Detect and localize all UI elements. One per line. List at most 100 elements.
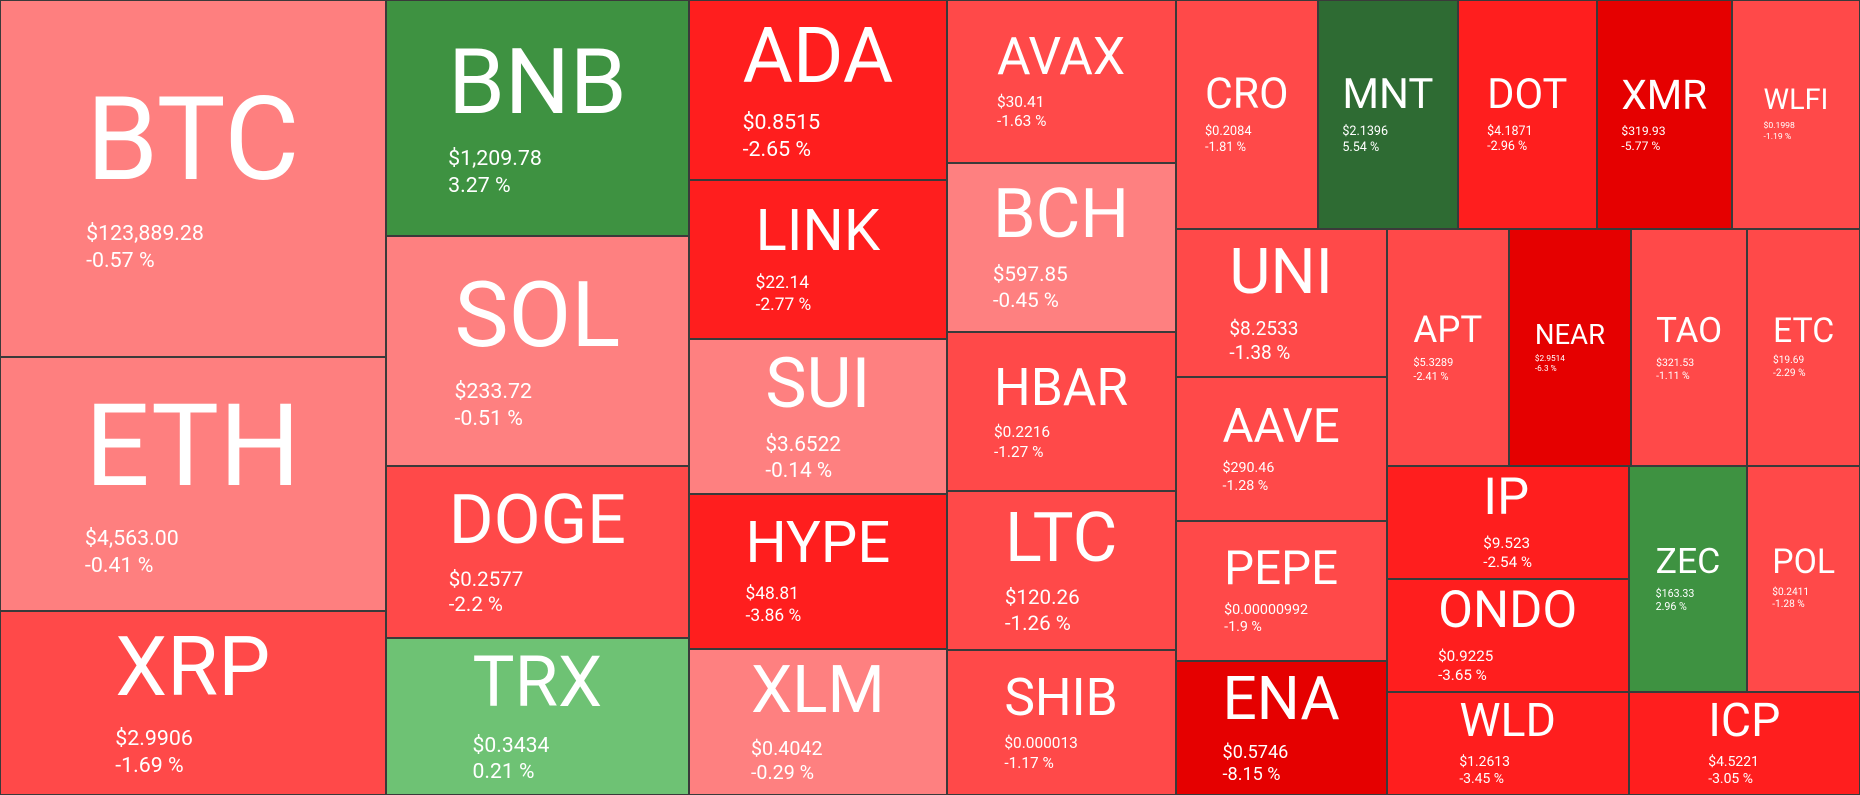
coin-tile[interactable]: POL $0.2411 -1.28 % <box>1747 466 1860 692</box>
coin-price: $321.53 <box>1656 355 1695 369</box>
coin-tile[interactable]: SHIB $0.000013 -1.17 % <box>946 650 1176 795</box>
coin-tile[interactable]: SOL $233.72 -0.51 % <box>385 236 690 467</box>
coin-symbol: XMR <box>1621 70 1708 119</box>
coin-price: $22.14 <box>755 272 809 293</box>
tile-content: CRO $0.2084 -1.81 % <box>1205 73 1288 156</box>
tile-content: MNT $2.1396 5.54 % <box>1342 73 1433 156</box>
coin-tile[interactable]: BTC $123,889.28 -0.57 % <box>0 0 386 358</box>
coin-symbol: SHIB <box>1004 667 1118 729</box>
coin-price: $0.2577 <box>448 567 524 592</box>
coin-tile[interactable]: APT $5.3289 -2.41 % <box>1386 229 1509 467</box>
coin-tile[interactable]: DOGE $0.2577 -2.2 % <box>385 466 690 639</box>
coin-symbol: ICP <box>1708 694 1781 749</box>
coin-symbol: BTC <box>86 72 300 208</box>
coin-change: 5.54 % <box>1342 139 1380 155</box>
tile-content: NEAR $2.9514 -6.3 % <box>1534 317 1605 375</box>
coin-price: $290.46 <box>1222 459 1275 476</box>
coin-tile[interactable]: ADA $0.8515 -2.65 % <box>689 0 947 181</box>
coin-price: $48.81 <box>745 584 799 605</box>
coin-price: $4.1871 <box>1487 123 1533 139</box>
coin-change: -1.9 % <box>1224 619 1262 636</box>
coin-symbol: ETC <box>1773 311 1835 351</box>
coin-symbol: SOL <box>454 261 621 369</box>
coin-symbol: TRX <box>472 641 603 724</box>
coin-tile[interactable]: CRO $0.2084 -1.81 % <box>1175 0 1318 229</box>
coin-symbol: ADA <box>742 10 894 102</box>
coin-symbol: WLFI <box>1763 83 1829 118</box>
coin-tile[interactable]: WLD $1.2613 -3.45 % <box>1386 691 1629 795</box>
coin-change: -6.3 % <box>1534 364 1557 375</box>
coin-price: $0.4042 <box>750 736 823 760</box>
coin-price: $5.3289 <box>1413 355 1454 369</box>
coin-tile[interactable]: ICP $4.5221 -3.05 % <box>1628 691 1860 795</box>
coin-symbol: BNB <box>448 28 627 136</box>
tile-content: BCH $597.85 -0.45 % <box>993 180 1129 314</box>
coin-tile[interactable]: MNT $2.1396 5.54 % <box>1317 0 1458 229</box>
coin-tile[interactable]: SUI $3.6522 -0.14 % <box>689 339 947 494</box>
coin-symbol: XRP <box>115 618 271 716</box>
coin-symbol: UNI <box>1229 235 1333 310</box>
coin-tile[interactable]: XLM $0.4042 -0.29 % <box>689 649 947 795</box>
coin-symbol: CRO <box>1204 68 1289 119</box>
coin-tile[interactable]: LINK $22.14 -2.77 % <box>689 180 947 340</box>
coin-symbol: IP <box>1483 468 1530 528</box>
coin-symbol: AAVE <box>1222 397 1340 454</box>
coin-price: $9.523 <box>1483 534 1531 553</box>
coin-price: $1.2613 <box>1459 753 1510 770</box>
coin-price: $3.6522 <box>765 433 841 458</box>
coin-symbol: DOT <box>1487 69 1568 119</box>
tile-content: AVAX $30.41 -1.63 % <box>997 31 1125 131</box>
coin-tile[interactable]: PEPE $0.00000992 -1.9 % <box>1175 520 1387 661</box>
coin-tile[interactable]: TRX $0.3434 0.21 % <box>385 638 690 795</box>
coin-tile[interactable]: XRP $2.9906 -1.69 % <box>0 611 386 795</box>
coin-tile[interactable]: DOT $4.1871 -2.96 % <box>1457 0 1597 229</box>
coin-change: -1.19 % <box>1763 131 1792 142</box>
coin-tile[interactable]: HBAR $0.2216 -1.27 % <box>946 332 1176 492</box>
coin-tile[interactable]: WLFI $0.1998 -1.19 % <box>1731 0 1860 229</box>
coin-tile[interactable]: BCH $597.85 -0.45 % <box>946 162 1176 333</box>
coin-tile[interactable]: NEAR $2.9514 -6.3 % <box>1508 229 1632 467</box>
coin-price: $0.3434 <box>472 732 550 758</box>
tile-content: BNB $1,209.78 3.27 % <box>448 37 627 200</box>
tile-content: XLM $0.4042 -0.29 % <box>751 658 885 786</box>
coin-symbol: LINK <box>755 197 881 266</box>
coin-change: 2.96 % <box>1655 600 1687 614</box>
coin-tile[interactable]: ETH $4,563.00 -0.41 % <box>0 357 386 612</box>
coin-price: $8.2533 <box>1229 317 1299 341</box>
coin-change: -0.41 % <box>84 552 154 578</box>
coin-change: -1.28 % <box>1222 477 1269 494</box>
coin-price: $0.1998 <box>1763 120 1795 131</box>
coin-tile[interactable]: LTC $120.26 -1.26 % <box>946 491 1176 651</box>
coin-tile[interactable]: AVAX $30.41 -1.63 % <box>946 0 1176 163</box>
coin-price: $1,209.78 <box>448 146 542 172</box>
coin-change: -0.14 % <box>765 459 833 484</box>
tile-content: ETC $19.69 -2.29 % <box>1773 311 1835 381</box>
coin-price: $2.9906 <box>115 725 193 751</box>
tile-content: XRP $2.9906 -1.69 % <box>115 618 271 780</box>
coin-tile[interactable]: XMR $319.93 -5.77 % <box>1596 0 1732 229</box>
coin-change: -1.17 % <box>1004 753 1054 772</box>
coin-tile[interactable]: ZEC $163.33 2.96 % <box>1628 466 1748 692</box>
tile-content: UNI $8.2533 -1.38 % <box>1229 241 1332 365</box>
coin-tile[interactable]: TAO $321.53 -1.11 % <box>1631 229 1748 467</box>
coin-symbol: LTC <box>1004 496 1118 578</box>
coin-symbol: WLD <box>1459 694 1557 749</box>
tile-content: ETH $4,563.00 -0.41 % <box>85 389 301 579</box>
tile-content: HBAR $0.2216 -1.27 % <box>994 361 1128 462</box>
coin-tile[interactable]: AAVE $290.46 -1.28 % <box>1175 377 1387 521</box>
coin-price: $4.5221 <box>1708 753 1759 770</box>
tile-content: ICP $4.5221 -3.05 % <box>1708 698 1780 789</box>
coin-symbol: NEAR <box>1534 317 1605 351</box>
coin-tile[interactable]: UNI $8.2533 -1.38 % <box>1175 229 1387 378</box>
coin-change: -0.51 % <box>454 405 523 431</box>
coin-tile[interactable]: BNB $1,209.78 3.27 % <box>385 0 690 237</box>
tile-content: SUI $3.6522 -0.14 % <box>765 348 870 484</box>
coin-price: $0.00000992 <box>1224 601 1308 618</box>
coin-tile[interactable]: ONDO $0.9225 -3.65 % <box>1386 579 1629 692</box>
coin-tile[interactable]: ENA $0.5746 -8.15 % <box>1175 660 1387 795</box>
coin-tile[interactable]: IP $9.523 -2.54 % <box>1386 466 1629 580</box>
coin-tile[interactable]: HYPE $48.81 -3.86 % <box>689 493 947 650</box>
coin-tile[interactable]: ETC $19.69 -2.29 % <box>1747 229 1860 467</box>
coin-change: -1.81 % <box>1204 140 1247 156</box>
coin-price: $0.000013 <box>1004 734 1078 753</box>
